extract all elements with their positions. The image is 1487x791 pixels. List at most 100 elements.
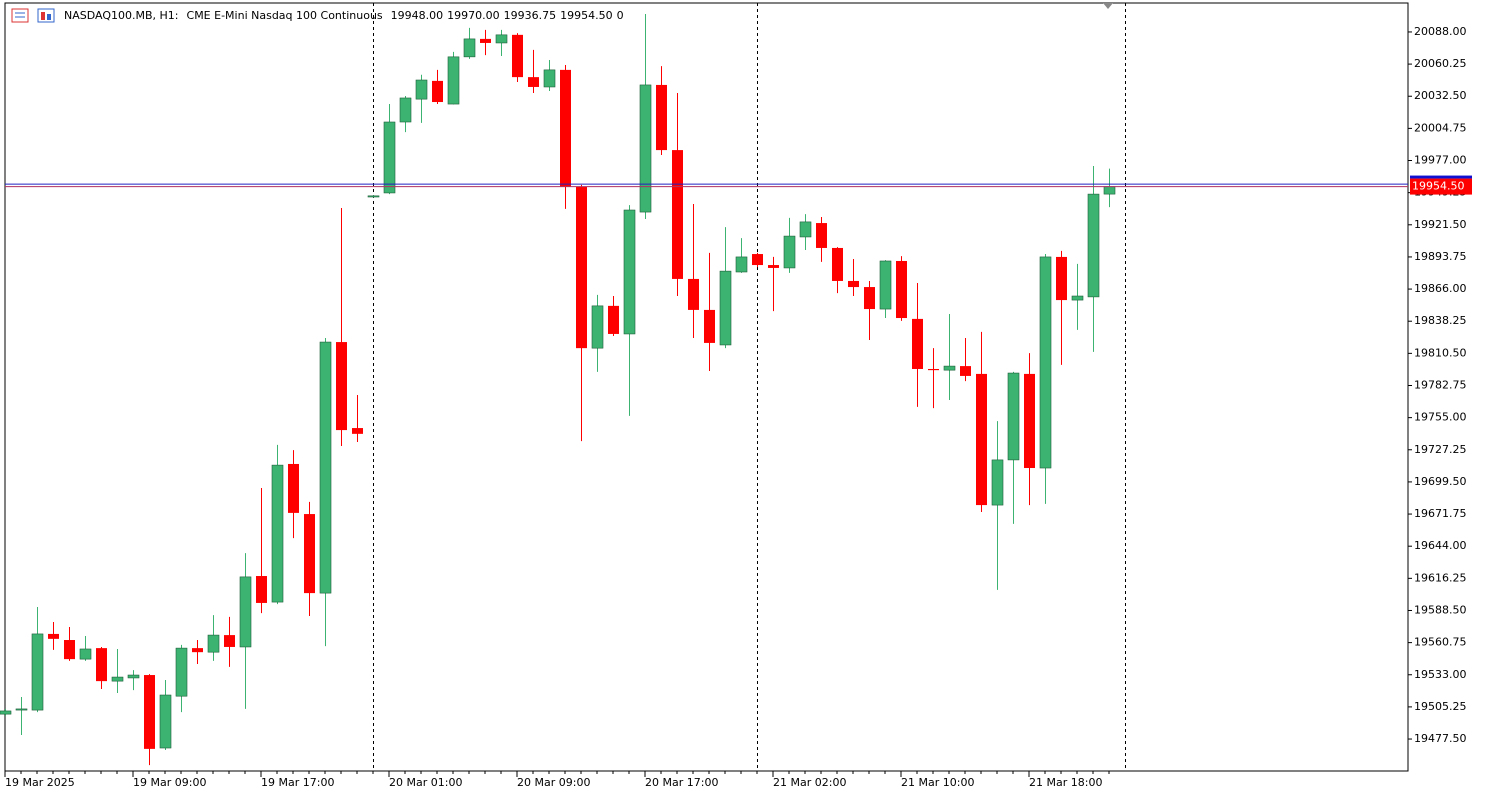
y-tick-label: 19921.50 (1414, 218, 1467, 231)
candle-body (1087, 193, 1100, 298)
icon-bar (41, 12, 45, 20)
candle-body (319, 341, 332, 594)
candle-body (15, 708, 28, 711)
candle-body (672, 150, 683, 279)
candle-body (111, 676, 124, 682)
candle-body (144, 675, 155, 749)
candle-body (480, 38, 491, 43)
y-tick-label: 19810.50 (1414, 346, 1467, 359)
candle-body (256, 576, 267, 603)
period-separators (373, 3, 1126, 771)
y-tick-label: 20032.50 (1414, 89, 1467, 102)
candle-body (192, 648, 203, 653)
candle-body (64, 640, 75, 660)
candle-body (768, 265, 779, 268)
candle-body (367, 195, 380, 198)
shift-marker (1103, 3, 1113, 9)
header-text: 19970.00 (447, 9, 500, 22)
candle-body (1007, 372, 1020, 461)
candle-body (656, 84, 667, 151)
candle-body (704, 309, 715, 343)
y-tick-label: 19477.50 (1414, 732, 1467, 745)
candle-body (976, 373, 987, 506)
candle-body (688, 278, 699, 310)
candle-body (432, 80, 443, 103)
y-tick-label: 19616.25 (1414, 571, 1467, 584)
icon (11, 8, 29, 23)
y-tick-label: 19838.25 (1414, 314, 1467, 327)
y-tick-label: 19644.00 (1414, 539, 1467, 552)
candle-body (336, 342, 347, 431)
candle-body (1039, 256, 1052, 469)
ask-marker (1410, 175, 1472, 179)
y-tick-label: 19588.50 (1414, 603, 1467, 616)
candle-body (1056, 256, 1067, 301)
candle-body (960, 366, 971, 376)
candle-body (783, 235, 796, 269)
candle-body (864, 287, 875, 310)
candle-body (832, 247, 843, 281)
y-tick-label: 20004.75 (1414, 121, 1467, 134)
candle-body (288, 463, 299, 513)
candle-body (735, 256, 748, 273)
x-tick-label: 21 Mar 02:00 (773, 776, 846, 789)
header-text: 19948.00 (391, 9, 444, 22)
candle-body (991, 459, 1004, 506)
candle-body (512, 34, 523, 78)
plot-frame (4, 2, 1409, 772)
candle-body (879, 260, 892, 310)
candle-body (352, 428, 363, 434)
icon-bar (47, 14, 51, 20)
candle-body (495, 34, 508, 44)
candle-body (31, 633, 44, 711)
icon (37, 8, 55, 23)
candle-body (848, 280, 859, 288)
y-tick-label: 19866.00 (1414, 282, 1467, 295)
candle-body (719, 270, 732, 346)
last-price-label: 19954.50 (1412, 180, 1465, 193)
x-tick-label: 20 Mar 09:00 (517, 776, 590, 789)
candle-body (543, 69, 556, 88)
x-tick-label: 20 Mar 17:00 (645, 776, 718, 789)
y-tick-label: 19671.75 (1414, 507, 1467, 520)
candle-body (271, 464, 284, 603)
chart-header: NASDAQ100.MB, H1: CME E-Mini Nasdaq 100 C… (64, 9, 624, 22)
candle-body (623, 209, 636, 335)
candle-body (96, 648, 107, 682)
candle-body (447, 56, 460, 105)
y-tick-label: 19699.50 (1414, 475, 1467, 488)
candle-body (463, 38, 476, 58)
candle-body (799, 221, 812, 238)
candle-body (383, 121, 396, 194)
candle-body (159, 694, 172, 749)
candle-body (816, 223, 827, 248)
y-tick-label: 19782.75 (1414, 378, 1467, 391)
y-tick-label: 19977.00 (1414, 154, 1467, 167)
candle-body (399, 97, 412, 123)
y-tick-label: 20060.25 (1414, 57, 1467, 70)
candle-body (207, 634, 220, 653)
candle-body (560, 69, 571, 187)
y-tick-label: 19893.75 (1414, 250, 1467, 263)
y-tick-label: 19505.25 (1414, 700, 1467, 713)
x-tick-label: 19 Mar 09:00 (133, 776, 206, 789)
candle-body (127, 674, 140, 679)
x-tick-label: 19 Mar 17:00 (261, 776, 334, 789)
candle-body (304, 514, 315, 594)
header-text: 19936.75 (504, 9, 557, 22)
header-icons (11, 8, 55, 23)
candle-body (0, 710, 12, 715)
y-tick-label: 19755.00 (1414, 411, 1467, 424)
candle-body (79, 648, 92, 660)
candle-body (415, 79, 428, 100)
candle-body (175, 647, 188, 697)
candle-body (752, 254, 763, 266)
candle-body (1103, 186, 1116, 195)
candle-body (943, 365, 956, 371)
y-tick-label: 20088.00 (1414, 25, 1467, 38)
candle-body (896, 260, 907, 319)
header-text: 0 (617, 9, 624, 22)
x-tick-label: 19 Mar 2025 (5, 776, 75, 789)
candle-body (576, 186, 587, 349)
candle-body (608, 305, 619, 334)
